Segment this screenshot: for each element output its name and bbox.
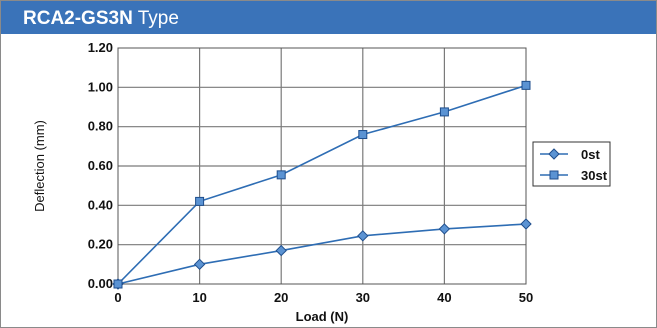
series-0st — [112, 218, 532, 290]
diamond-marker — [193, 258, 206, 271]
x-tick-label: 20 — [274, 290, 288, 305]
x-axis-label: Load (N) — [296, 309, 349, 324]
square-marker — [358, 130, 368, 140]
chart-title: RCA2-GS3N Type — [23, 8, 179, 30]
series-30st — [113, 80, 531, 289]
square-marker — [439, 107, 449, 117]
y-tick-label: 0.40 — [88, 197, 113, 212]
y-axis-label: Deflection (mm) — [32, 120, 47, 212]
chart-header: RCA2-GS3N Type — [1, 1, 656, 34]
model-type: Type — [137, 8, 179, 29]
plot-area — [117, 47, 527, 285]
diamond-marker — [357, 230, 369, 242]
legend-label: 30st — [581, 168, 608, 183]
x-tick-label: 40 — [437, 290, 451, 305]
legend-box — [532, 141, 611, 187]
legend: 0st 30st — [532, 141, 611, 187]
diamond-marker — [520, 218, 532, 230]
y-tick-label: 0.20 — [88, 237, 113, 252]
series-line — [117, 84, 527, 285]
grid-lines — [118, 48, 526, 284]
y-tick-label: 0.60 — [88, 158, 113, 173]
square-marker — [521, 80, 531, 90]
diamond-marker — [275, 244, 287, 257]
series-lines — [112, 80, 532, 290]
y-tick-label: 1.20 — [88, 40, 113, 55]
square-marker — [113, 279, 123, 289]
legend-label: 0st — [581, 147, 600, 162]
square-marker — [276, 170, 286, 180]
legend-diamond-marker — [548, 148, 560, 160]
model-name: RCA2-GS3N — [23, 8, 133, 29]
legend-square-marker — [549, 170, 559, 180]
x-tick-labels: 0 10 20 30 40 50 — [114, 290, 533, 305]
series-line — [117, 223, 527, 285]
x-tick-label: 0 — [114, 290, 121, 305]
y-tick-labels: 0.00 0.20 0.40 0.60 0.80 1.00 1.20 — [88, 40, 113, 291]
diamond-marker — [438, 223, 451, 235]
y-tick-label: 0.80 — [88, 119, 113, 134]
x-tick-label: 30 — [356, 290, 370, 305]
x-tick-label: 50 — [519, 290, 533, 305]
y-tick-label: 1.00 — [88, 79, 113, 94]
square-marker — [195, 196, 205, 206]
y-tick-label: 0.00 — [88, 276, 113, 291]
x-tick-label: 10 — [192, 290, 206, 305]
